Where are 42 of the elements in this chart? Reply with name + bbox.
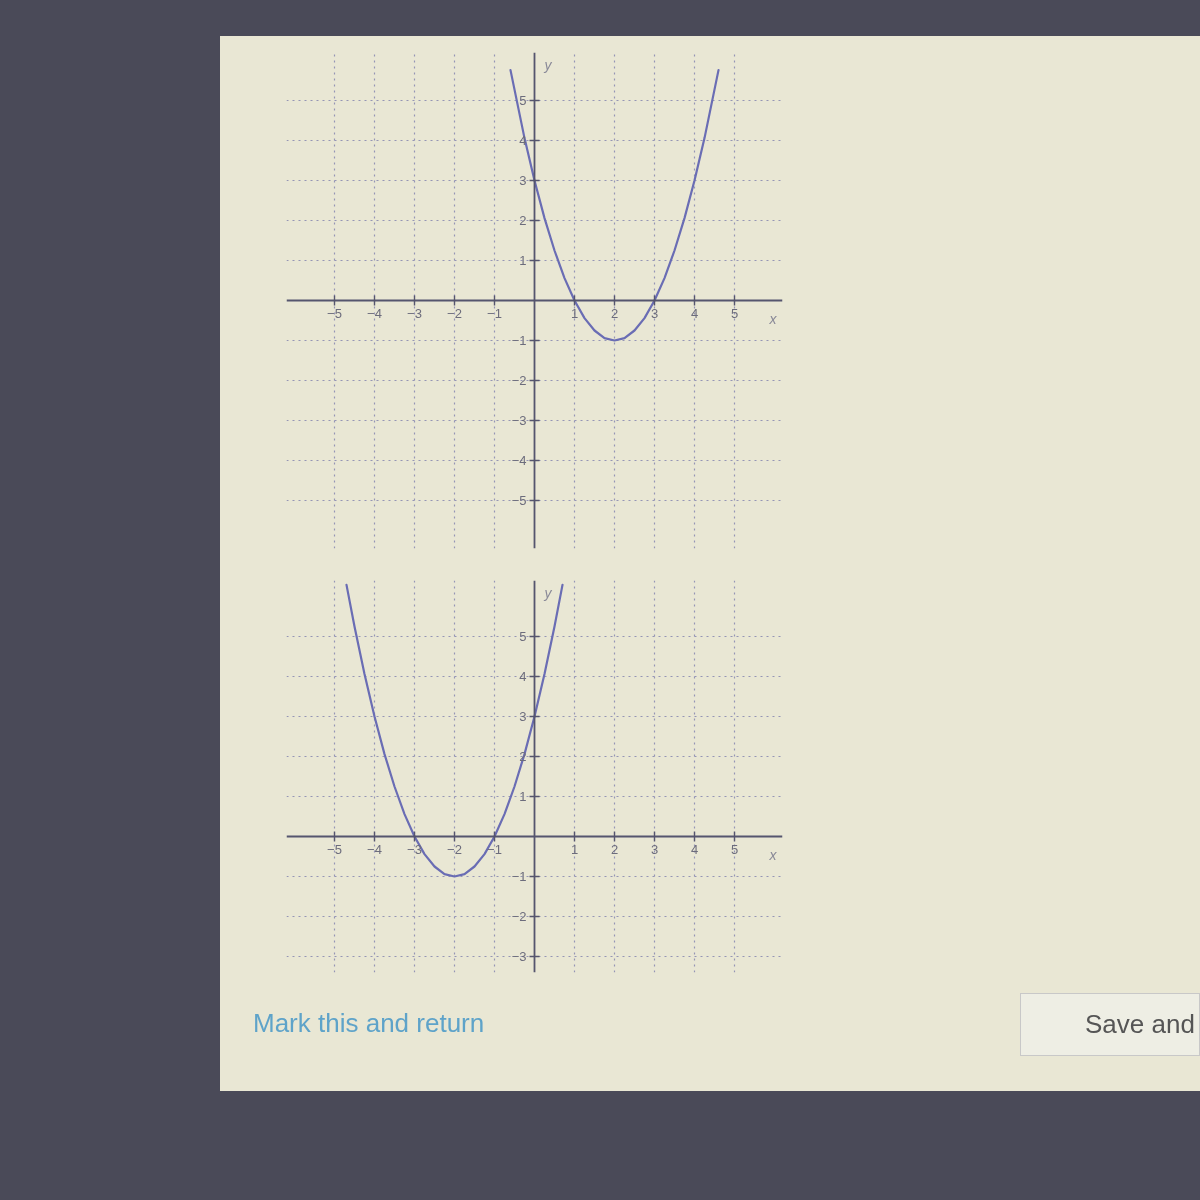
y-tick-label: 5 bbox=[519, 93, 527, 108]
text: Mark this and return bbox=[253, 1007, 485, 1040]
y-tick-label: 4 bbox=[519, 669, 527, 684]
y-tick-label: −3 bbox=[511, 949, 527, 964]
x-tick-label: 2 bbox=[610, 841, 619, 857]
y-tick-label: −3 bbox=[511, 413, 527, 428]
x-tick-label: −3 bbox=[407, 841, 422, 857]
y-tick-label: 3 bbox=[519, 173, 527, 188]
x-axis-title: x bbox=[768, 846, 778, 863]
y-tick-label: −5 bbox=[511, 493, 527, 508]
y-tick-label: −2 bbox=[511, 909, 527, 924]
y-tick-label: −1 bbox=[511, 869, 527, 884]
y-tick-label: −2 bbox=[511, 373, 527, 388]
x-tick-label: −4 bbox=[367, 305, 382, 321]
y-tick-label: −1 bbox=[511, 333, 527, 348]
x-tick-label: 3 bbox=[650, 841, 659, 857]
y-tick-label: 5 bbox=[519, 629, 527, 644]
y-tick-label: 1 bbox=[519, 789, 527, 804]
y-tick-label: −4 bbox=[511, 453, 527, 468]
x-tick-label: −1 bbox=[487, 841, 502, 857]
x-tick-label: 4 bbox=[690, 305, 699, 321]
x-tick-label: −4 bbox=[367, 841, 382, 857]
text: Save and bbox=[1085, 1008, 1195, 1041]
y-tick-label: 1 bbox=[519, 253, 527, 268]
y-tick-label: 2 bbox=[519, 213, 527, 228]
y-axis-title: y bbox=[543, 56, 553, 73]
x-tick-label: 4 bbox=[690, 841, 699, 857]
x-tick-label: 5 bbox=[730, 841, 739, 857]
x-tick-label: −2 bbox=[447, 305, 462, 321]
x-tick-label: 1 bbox=[570, 305, 579, 321]
x-tick-label: 3 bbox=[650, 305, 659, 321]
y-axis-title: y bbox=[543, 584, 553, 601]
x-tick-label: −2 bbox=[447, 841, 462, 857]
x-tick-label: 1 bbox=[570, 841, 579, 857]
y-tick-label: 3 bbox=[519, 709, 527, 724]
x-tick-label: −1 bbox=[487, 305, 502, 321]
x-tick-label: 5 bbox=[730, 305, 739, 321]
x-tick-label: −5 bbox=[327, 841, 342, 857]
x-tick-label: 2 bbox=[610, 305, 619, 321]
x-axis-title: x bbox=[768, 310, 778, 327]
x-tick-label: −3 bbox=[407, 305, 422, 321]
x-tick-label: −5 bbox=[327, 305, 342, 321]
